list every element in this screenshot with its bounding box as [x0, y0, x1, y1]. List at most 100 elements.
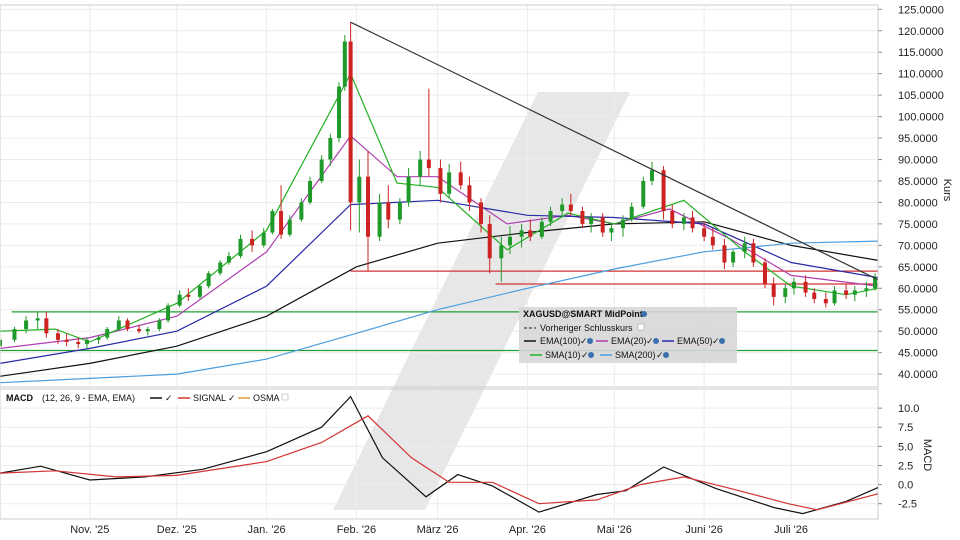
- time-tick-label: Juni '26: [685, 524, 723, 536]
- candle-body: [458, 172, 463, 186]
- candle-body: [105, 329, 110, 338]
- candle-body: [649, 170, 654, 181]
- candle-body: [528, 230, 533, 237]
- candle-body: [499, 245, 504, 259]
- candle-body: [406, 176, 411, 203]
- candle-body: [589, 217, 594, 224]
- candle-body: [418, 159, 423, 177]
- legend-item-ema50: EMA(50): [677, 336, 713, 346]
- candle-body: [299, 202, 304, 220]
- legend-sma10-settings-icon[interactable]: [588, 352, 594, 358]
- price-tick-label: 110.0000: [898, 69, 943, 81]
- legend-item-prev-close: Vorheriger Schlusskurs: [540, 323, 633, 333]
- candle-body: [479, 202, 484, 224]
- candle-body: [342, 41, 347, 87]
- candle-body: [328, 138, 333, 160]
- candle-body: [166, 305, 171, 321]
- legend-ema50-check-icon[interactable]: ✓: [712, 336, 720, 346]
- legend-sma10-check-icon[interactable]: ✓: [581, 350, 589, 360]
- candle-body: [600, 217, 605, 233]
- macd-line: [0, 395, 879, 515]
- price-tick-label: 115.0000: [898, 47, 943, 59]
- price-tick-label: 80.0000: [898, 197, 938, 209]
- candle-body: [145, 329, 150, 332]
- legend-background: [519, 307, 737, 363]
- candle-body: [803, 281, 808, 293]
- candle-body: [873, 277, 878, 289]
- macd-tick-label: 7.5: [898, 422, 913, 434]
- candle-body: [137, 329, 142, 332]
- candle-body: [348, 41, 353, 203]
- candle-body: [279, 211, 284, 235]
- ma-line: [0, 221, 879, 377]
- candle-body: [539, 221, 544, 237]
- candle-body: [670, 211, 675, 224]
- legend-ema20-check-icon[interactable]: ✓: [646, 336, 654, 346]
- candle-body: [864, 288, 869, 291]
- macd-check-icon[interactable]: ✓: [165, 393, 173, 403]
- candle-body: [832, 290, 837, 304]
- candle-body: [568, 204, 573, 212]
- candle-body: [548, 211, 553, 222]
- macd-legend-osma: OSMA: [253, 393, 280, 403]
- candle-body: [823, 299, 828, 304]
- time-tick-label: März '26: [417, 524, 459, 536]
- legend-ema50-settings-icon[interactable]: [719, 338, 725, 344]
- candle-body: [621, 219, 626, 229]
- price-tick-label: 40.0000: [898, 369, 938, 381]
- macd-osma-checkbox[interactable]: [281, 393, 289, 401]
- legend-item-sma10: SMA(10): [545, 350, 581, 360]
- candle-body: [55, 333, 60, 340]
- candle-body: [319, 159, 324, 181]
- time-tick-label: Feb. '26: [337, 524, 376, 536]
- legend-ema100-check-icon[interactable]: ✓: [580, 336, 588, 346]
- candle-body: [487, 223, 492, 259]
- candle-body: [751, 243, 756, 263]
- price-panel-frame: [0, 4, 879, 388]
- legend-prev-close-checkbox[interactable]: [637, 323, 645, 331]
- macd-line: [0, 415, 879, 511]
- candle-body: [722, 245, 727, 263]
- candle-body: [397, 202, 402, 220]
- macd-tick-label: 2.5: [898, 460, 913, 472]
- price-tick-label: 50.0000: [898, 326, 938, 338]
- ma-line: [0, 199, 879, 364]
- legend-sma200-settings-icon[interactable]: [663, 352, 669, 358]
- legend-ema20-settings-icon[interactable]: [653, 338, 659, 344]
- candle-body: [270, 211, 275, 233]
- candle-body: [681, 217, 686, 224]
- time-tick-label: Jan. '26: [247, 524, 285, 536]
- macd-tick-label: 5.0: [898, 441, 913, 453]
- price-tick-label: 65.0000: [898, 262, 938, 274]
- legend-sma200-check-icon[interactable]: ✓: [656, 350, 664, 360]
- price-tick-label: 90.0000: [898, 155, 938, 167]
- candle-body: [762, 262, 767, 284]
- macd-signal-check-icon[interactable]: ✓: [228, 393, 236, 403]
- candle-body: [560, 204, 565, 212]
- candle-body: [771, 283, 776, 297]
- price-tick-label: 60.0000: [898, 283, 938, 295]
- price-tick-label: 105.0000: [898, 90, 944, 102]
- legend-item-ema20: EMA(20): [611, 336, 647, 346]
- price-tick-label: 100.0000: [898, 112, 944, 124]
- time-tick-label: Juli '26: [774, 524, 808, 536]
- macd-grid: [0, 389, 878, 519]
- candle-body: [661, 170, 666, 212]
- price-y-axis-title: Kurs: [941, 179, 953, 202]
- macd-tick-label: -2.5: [898, 499, 917, 511]
- legend-info-icon[interactable]: [641, 311, 647, 317]
- legend-ema100-settings-icon[interactable]: [587, 338, 593, 344]
- candle-body: [261, 232, 266, 246]
- candle-body: [791, 281, 796, 289]
- candle-body: [12, 329, 17, 340]
- candle-body: [852, 290, 857, 295]
- legend-title: XAGUSD@SMART MidPoint: [523, 309, 643, 319]
- candle-body: [238, 238, 243, 257]
- price-tick-label: 55.0000: [898, 305, 938, 317]
- time-tick-label: Apr. '26: [509, 524, 546, 536]
- candle-body: [125, 320, 130, 330]
- candle-body: [812, 292, 817, 300]
- price-tick-label: 120.0000: [898, 26, 944, 38]
- legend-item-ema100: EMA(100): [540, 336, 581, 346]
